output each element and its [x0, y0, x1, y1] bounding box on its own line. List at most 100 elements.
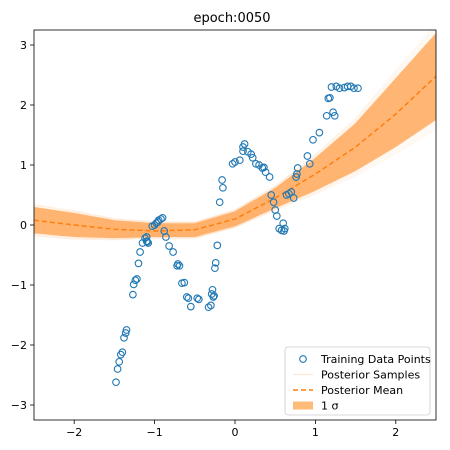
training-data-point: [158, 213, 167, 222]
training-data-point: [228, 159, 237, 168]
posterior-sample-line: [34, 30, 432, 223]
training-data-point: [211, 264, 219, 273]
training-data-point: [350, 84, 358, 93]
x-tick-label: 2: [392, 426, 399, 439]
training-data-point: [329, 108, 337, 117]
training-data-point: [231, 158, 239, 166]
training-data-point: [292, 173, 300, 181]
posterior-mean-line: [34, 75, 436, 232]
training-data-point: [285, 189, 293, 198]
training-data-point: [219, 183, 227, 192]
training-data-point: [165, 242, 173, 250]
posterior-sample-line: [34, 30, 436, 223]
training-data-point: [204, 303, 213, 312]
training-data-point: [211, 258, 220, 267]
training-data-point: [169, 248, 177, 256]
training-data-point: [239, 147, 247, 156]
training-data-point: [210, 291, 218, 300]
posterior-sample-line: [34, 30, 434, 223]
training-data-point: [247, 150, 255, 159]
training-data-point: [175, 261, 184, 270]
training-data-point: [180, 278, 189, 287]
training-data-point: [235, 156, 244, 165]
training-data-point: [207, 301, 215, 310]
training-data-point: [275, 224, 284, 233]
y-tick-label: 1: [20, 159, 27, 172]
posterior-sample-line: [34, 123, 436, 240]
training-data-point: [279, 219, 288, 228]
training-data-point: [174, 260, 182, 268]
training-data-point: [157, 215, 165, 223]
legend-label: Training Data Points: [320, 353, 431, 366]
y-tick-label: 0: [20, 219, 27, 232]
training-data-point: [113, 365, 122, 373]
x-tick-label: 1: [312, 426, 319, 439]
posterior-sample-line: [34, 120, 436, 239]
training-data-point: [335, 84, 344, 93]
training-data-point: [272, 212, 281, 220]
training-data-point: [305, 159, 314, 168]
training-data-point: [315, 128, 324, 137]
training-data-point: [213, 241, 222, 250]
training-data-point: [267, 191, 276, 199]
y-tick-label: −3: [11, 399, 27, 412]
posterior-sample-line: [34, 125, 436, 240]
training-data-point: [112, 378, 120, 387]
legend-label: Posterior Samples: [321, 369, 420, 382]
training-data-point: [186, 302, 195, 311]
training-data-point: [193, 294, 202, 303]
training-data-point: [194, 295, 203, 304]
axes: −2 −1 0 1 2 −3 −2 −1 0 1 2 3: [11, 29, 437, 439]
training-data-point: [326, 93, 334, 102]
training-data-point: [121, 329, 130, 337]
training-data-point: [269, 198, 278, 207]
training-data-point: [136, 248, 144, 256]
training-data-point: [293, 164, 302, 172]
training-data-point: [309, 135, 317, 144]
posterior-sample-line: [34, 32, 436, 224]
training-data-point: [218, 176, 226, 184]
training-data-point: [134, 259, 143, 268]
training-data-point: [209, 293, 218, 301]
legend: Training Data Points Posterior Samples Pos…: [284, 346, 431, 416]
training-data-point: [162, 233, 170, 241]
legend-label: 1 σ: [321, 400, 338, 413]
training-data-point: [131, 276, 140, 285]
training-data-point: [120, 333, 128, 342]
training-data-point: [322, 111, 331, 120]
y-tick-label: −1: [11, 279, 27, 292]
training-data-point: [115, 357, 124, 366]
legend-box: [284, 346, 431, 416]
training-data-point: [260, 163, 268, 172]
y-tick-label: 3: [20, 39, 27, 52]
training-data-point: [118, 348, 127, 357]
training-data-point: [261, 168, 270, 177]
training-data-point: [354, 84, 362, 93]
training-data-point: [248, 153, 257, 162]
x-tick-label: −1: [146, 426, 162, 439]
training-data-point: [330, 111, 339, 120]
training-data-point: [122, 326, 131, 334]
legend-marker-circle: [299, 355, 307, 363]
x-tick-label: 0: [232, 426, 239, 439]
training-data-point: [265, 173, 274, 181]
training-data-point: [133, 275, 141, 283]
plot-area: [34, 30, 436, 387]
training-data-point: [184, 294, 193, 303]
legend-label: Posterior Mean: [321, 384, 403, 397]
training-data-point: [280, 224, 289, 233]
training-data-point: [144, 239, 153, 247]
legend-marker-patch: [293, 401, 313, 410]
x-tick-label: −2: [66, 426, 82, 439]
training-data-point: [240, 140, 249, 148]
training-data-point: [182, 293, 191, 301]
training-data-point: [303, 152, 312, 160]
training-data-point: [289, 194, 298, 202]
y-tick-label: −2: [11, 339, 27, 352]
plot-clipped-group: [34, 30, 436, 387]
training-data-point: [129, 290, 137, 299]
posterior-sample-line: [34, 128, 436, 241]
training-data-point: [327, 83, 336, 91]
